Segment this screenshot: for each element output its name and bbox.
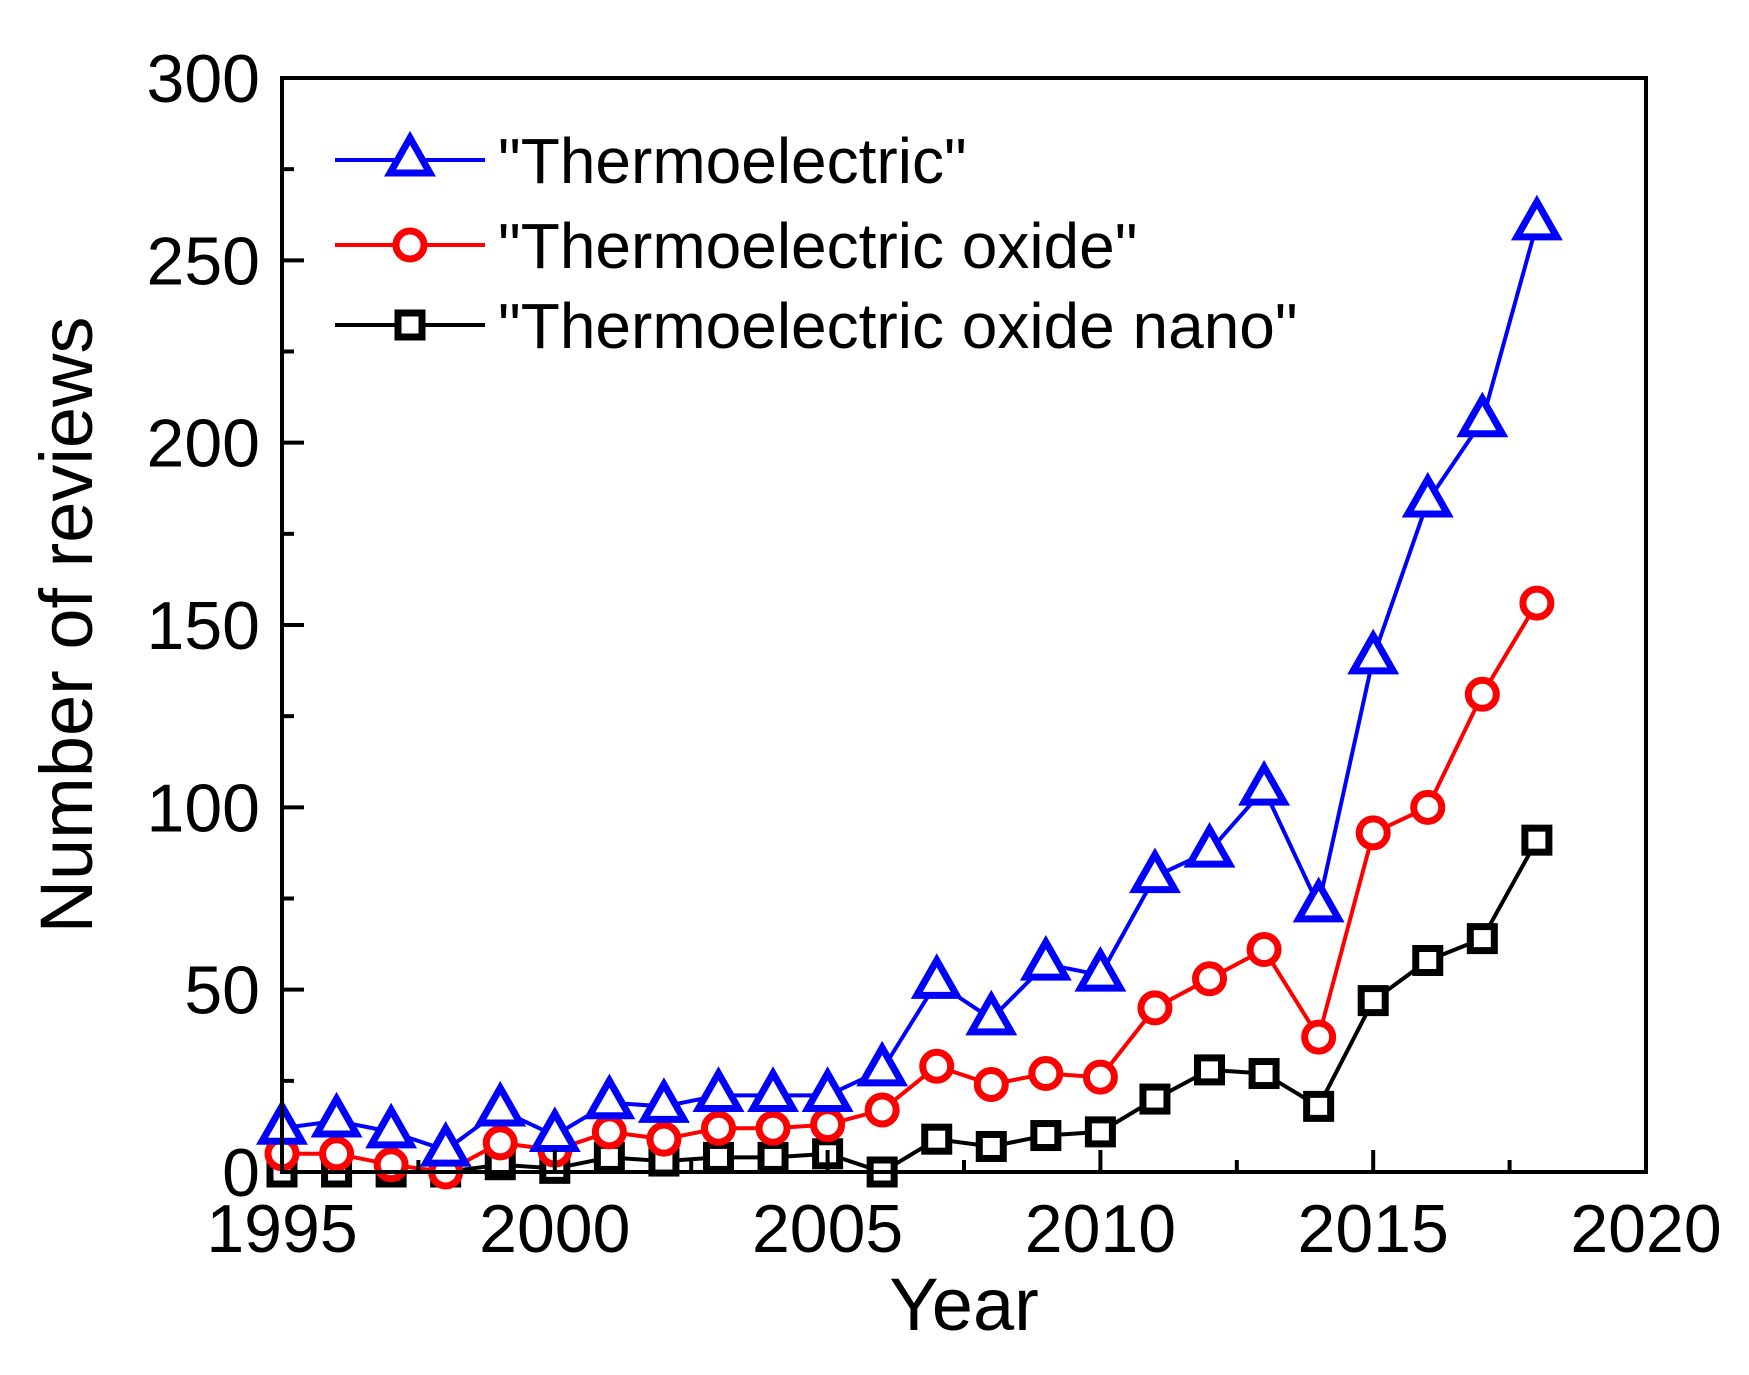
data-point — [1357, 985, 1389, 1017]
data-point — [1246, 932, 1282, 968]
data-point — [965, 989, 1018, 1036]
x-tick-label: 1995 — [206, 1191, 357, 1267]
x-tick-label: 2005 — [752, 1191, 903, 1267]
legend-marker — [384, 130, 436, 177]
data-point — [474, 1080, 527, 1127]
x-tick-label: 2020 — [1570, 1191, 1721, 1267]
series-group — [264, 585, 1555, 1190]
data-point — [921, 1123, 953, 1155]
series-layer — [256, 194, 1563, 1190]
data-point — [1183, 821, 1236, 868]
data-point — [1194, 1054, 1226, 1086]
data-point — [919, 1048, 955, 1084]
data-point — [757, 1141, 789, 1173]
y-tick-label: 200 — [147, 406, 260, 482]
data-point — [1401, 471, 1454, 518]
data-point — [1084, 1116, 1116, 1148]
data-point — [973, 1066, 1009, 1102]
y-tick-label: 250 — [147, 223, 260, 299]
series-line — [281, 223, 1539, 1153]
x-tick-label: 2015 — [1298, 1191, 1449, 1267]
data-point — [801, 1066, 854, 1112]
data-point — [1355, 815, 1391, 851]
data-point — [528, 1106, 581, 1153]
data-point — [1192, 961, 1228, 997]
x-tick-label: 2010 — [1025, 1191, 1176, 1267]
data-point — [810, 1107, 846, 1143]
data-point — [1248, 1058, 1280, 1090]
data-point — [747, 1066, 800, 1112]
data-point — [1030, 1120, 1062, 1152]
legend-label: "Thermoelectric oxide nano" — [498, 290, 1298, 362]
legend-item: "Thermoelectric oxide nano" — [335, 290, 1298, 362]
x-tick-label: 2000 — [479, 1191, 630, 1267]
data-point — [702, 1141, 734, 1173]
data-point — [365, 1102, 418, 1149]
legend: "Thermoelectric" "Thermoelectric oxide" "T… — [335, 125, 1298, 362]
data-point — [1082, 1059, 1118, 1095]
data-point — [1074, 945, 1127, 992]
legend-item: "Thermoelectric" — [335, 125, 967, 197]
data-point — [1019, 935, 1072, 981]
data-point — [646, 1121, 682, 1157]
legend-label: "Thermoelectric oxide" — [498, 210, 1137, 282]
data-point — [1292, 876, 1345, 923]
data-point — [319, 1136, 355, 1172]
data-point — [692, 1066, 745, 1112]
series-line — [282, 602, 1539, 1174]
legend-marker — [394, 309, 426, 341]
y-tick-label: 0 — [222, 1135, 260, 1211]
data-point — [1028, 1056, 1064, 1092]
series-group — [256, 194, 1563, 1167]
data-point — [591, 1114, 627, 1150]
data-point — [1466, 923, 1498, 955]
data-point — [864, 1092, 900, 1128]
data-point — [1301, 1019, 1337, 1055]
series-group — [266, 824, 1553, 1188]
y-tick-label: 100 — [147, 770, 260, 846]
data-point — [856, 1040, 909, 1087]
y-tick-label: 300 — [147, 41, 260, 117]
data-point — [1464, 676, 1500, 712]
data-point — [1412, 944, 1444, 976]
legend-item: "Thermoelectric oxide" — [335, 210, 1137, 282]
legend-label: "Thermoelectric" — [498, 125, 967, 197]
data-point — [482, 1125, 518, 1161]
x-axis-title: Year — [889, 1263, 1039, 1346]
data-point — [910, 953, 963, 999]
data-point — [700, 1110, 736, 1146]
data-point — [1347, 628, 1400, 675]
data-point — [1137, 990, 1173, 1026]
data-point — [975, 1130, 1007, 1162]
data-point — [1510, 194, 1563, 241]
data-point — [583, 1073, 636, 1120]
ticks-layer: 1995 2000 2005 2010 2015 2020 0 50 100 150 200 250 3… — [147, 41, 1722, 1267]
data-point — [1456, 391, 1509, 438]
y-axis-title: Number of reviews — [25, 317, 108, 934]
data-point — [637, 1077, 690, 1123]
data-point — [1519, 585, 1555, 621]
data-point — [419, 1120, 472, 1167]
data-point — [1238, 759, 1291, 806]
data-point — [1139, 1083, 1171, 1115]
data-point — [1128, 847, 1181, 894]
legend-marker — [392, 227, 428, 263]
y-tick-label: 150 — [147, 588, 260, 664]
data-point — [755, 1110, 791, 1146]
series-line — [282, 839, 1539, 1174]
data-point — [1521, 824, 1553, 856]
data-point — [373, 1147, 409, 1183]
y-tick-label: 50 — [184, 953, 260, 1029]
data-point — [1410, 789, 1446, 825]
data-point — [310, 1091, 363, 1138]
data-point — [1303, 1090, 1335, 1122]
